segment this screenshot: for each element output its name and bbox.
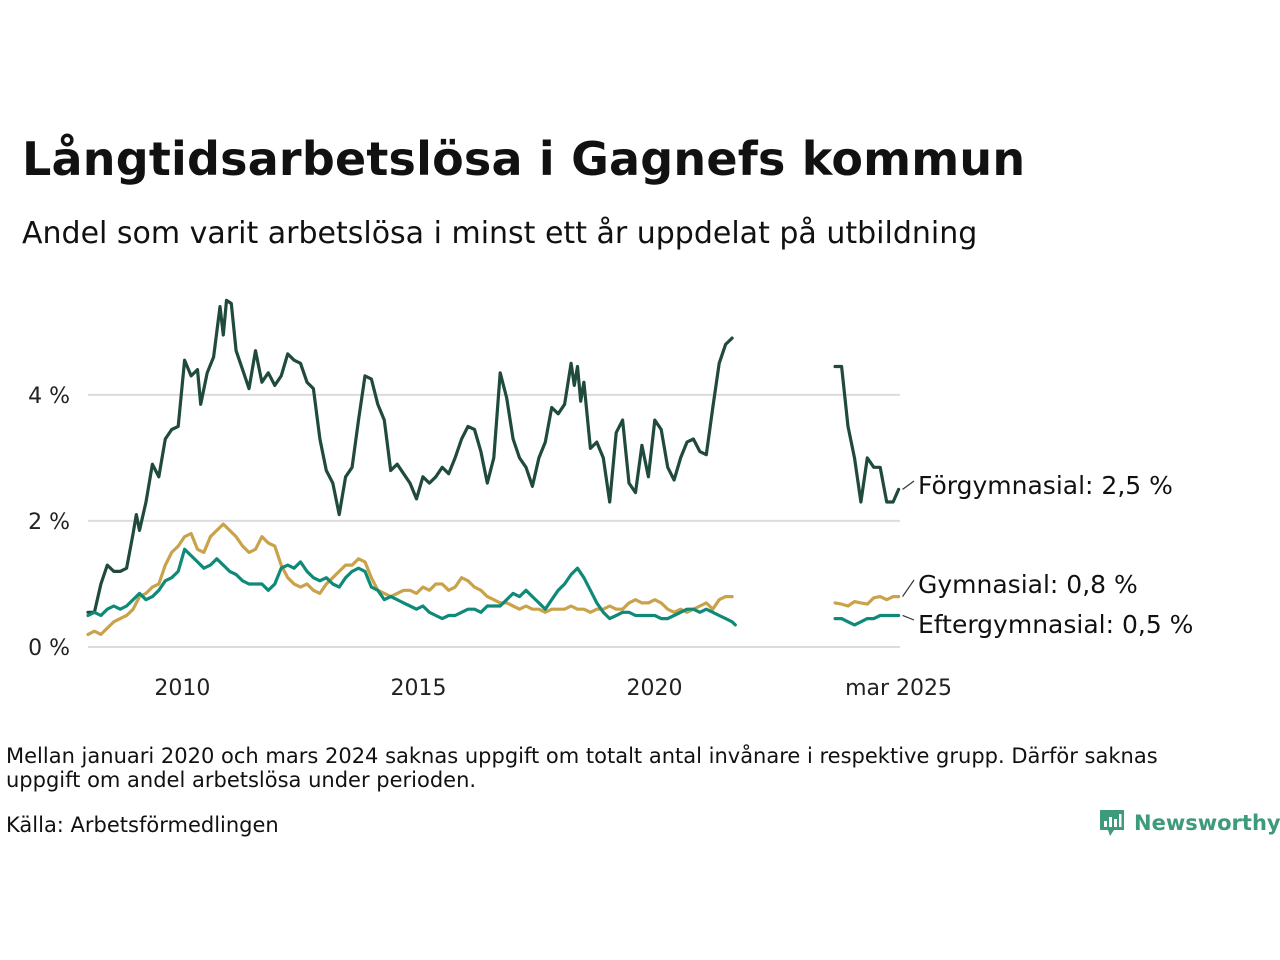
- series-end-labels: Förgymnasial: 2,5 % Gymnasial: 0,8 % Efter…: [902, 471, 1193, 639]
- series-end-label: Eftergymnasial: 0,5 %: [918, 610, 1193, 639]
- y-tick-label: 2 %: [28, 510, 70, 535]
- series-line-eftergymnasial: [86, 547, 737, 627]
- x-tick-label: 2020: [627, 676, 683, 701]
- x-tick-label: 2015: [390, 676, 446, 701]
- brand-logo: Newsworthy: [1098, 808, 1280, 838]
- series-line-förgymnasial: [86, 298, 734, 614]
- x-tick-label: 2010: [154, 676, 210, 701]
- series-end-label: Gymnasial: 0,8 %: [918, 570, 1138, 599]
- brand-name: Newsworthy: [1134, 811, 1280, 835]
- series-line-eftergymnasial: [833, 613, 901, 627]
- footnote: Mellan januari 2020 och mars 2024 saknas…: [6, 744, 1158, 792]
- x-tick-label: mar 2025: [845, 676, 952, 701]
- page-subtitle: Andel som varit arbetslösa i minst ett å…: [22, 216, 978, 251]
- source-line: Källa: Arbetsförmedlingen: [6, 813, 279, 837]
- y-tick-label: 4 %: [28, 384, 70, 409]
- series-line-gymnasial: [833, 595, 901, 608]
- series-end-label: Förgymnasial: 2,5 %: [918, 471, 1173, 500]
- y-axis-labels: 0 % 2 % 4 %: [28, 384, 70, 661]
- newsworthy-logo-icon: [1100, 810, 1124, 836]
- series-line-förgymnasial: [833, 364, 901, 504]
- x-axis-labels: 2010 2015 2020 mar 2025: [154, 676, 952, 701]
- series-lines: [86, 298, 901, 636]
- label-leader: [902, 579, 915, 597]
- series-line-gymnasial: [86, 522, 734, 636]
- page-title: Långtidsarbetslösa i Gagnefs kommun: [22, 132, 1026, 186]
- line-chart: 0 % 2 % 4 % 2010 2015 2020 mar 2025 Förgymnas…: [28, 298, 1193, 701]
- y-gridlines: [88, 393, 900, 648]
- y-tick-label: 0 %: [28, 636, 70, 661]
- label-leader: [902, 480, 915, 490]
- label-leader: [902, 614, 915, 621]
